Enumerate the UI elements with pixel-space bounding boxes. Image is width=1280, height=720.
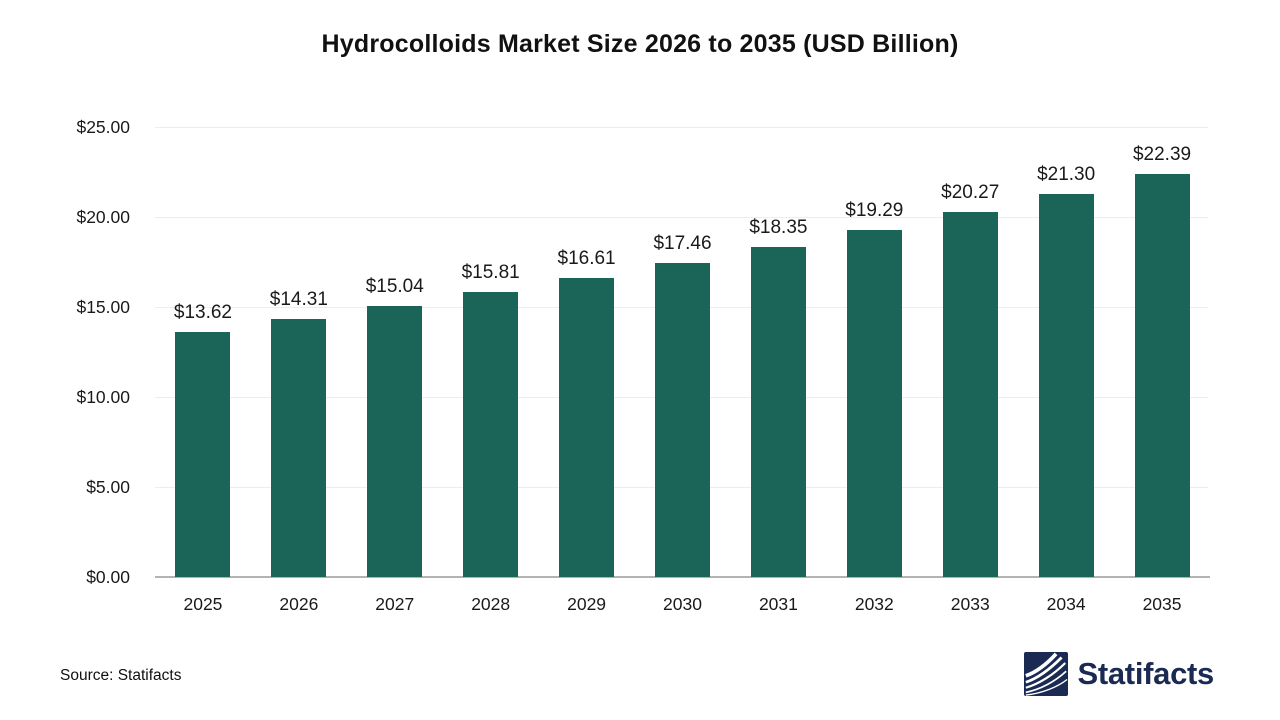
bar-2031: [750, 246, 806, 577]
bar-2026: [271, 319, 327, 577]
bar-value-label: $22.39: [1132, 143, 1192, 165]
brand-name: Statifacts: [1077, 656, 1214, 691]
statifacts-logo-icon: [1024, 652, 1069, 696]
x-tick-label: 2035: [1142, 594, 1182, 614]
bar-value-label: $13.62: [173, 301, 233, 323]
bar-2027: [367, 306, 423, 577]
x-tick-label: 2033: [950, 594, 990, 614]
y-tick-label: $5.00: [86, 477, 130, 497]
gridline: [155, 216, 1208, 218]
y-tick-label: $0.00: [86, 567, 130, 587]
y-tick-label: $20.00: [76, 207, 130, 227]
bar-2033: [942, 212, 998, 577]
x-tick-label: 2026: [279, 594, 319, 614]
x-tick-label: 2032: [854, 594, 894, 614]
bar-value-label: $18.35: [749, 216, 808, 238]
x-tick-label: 2025: [183, 594, 223, 614]
gridline: [155, 126, 1208, 128]
bar-2028: [463, 292, 519, 577]
bar-value-label: $17.46: [653, 232, 712, 254]
bar-value-label: $14.31: [269, 289, 328, 311]
bar-2034: [1038, 193, 1094, 577]
bar-2025: [175, 331, 231, 577]
source-note: Source: Statifacts: [60, 667, 182, 684]
bar-value-label: $20.27: [941, 182, 1000, 204]
bar-value-label: $21.30: [1037, 163, 1096, 185]
bar-value-label: $19.29: [845, 199, 904, 221]
bar-value-label: $15.81: [461, 262, 520, 284]
y-tick-label: $15.00: [76, 297, 130, 317]
bar-value-label: $16.61: [557, 248, 616, 270]
bar-value-label: $15.04: [365, 276, 424, 298]
y-tick-label: $10.00: [76, 387, 130, 407]
bar-2035: [1134, 173, 1190, 577]
bar-2030: [655, 262, 710, 577]
x-tick-label: 2028: [471, 594, 511, 614]
x-tick-label: 2031: [758, 594, 798, 614]
bar-2032: [846, 229, 902, 577]
x-axis-line: [155, 576, 1210, 578]
x-tick-label: 2030: [663, 594, 702, 614]
x-tick-label: 2027: [375, 594, 415, 614]
x-tick-label: 2034: [1046, 594, 1086, 614]
brand-logo: Statifacts: [1024, 651, 1214, 697]
x-tick-label: 2029: [567, 594, 607, 614]
chart-title: Hydrocolloids Market Size 2026 to 2035 (…: [321, 30, 959, 58]
bar-2029: [559, 278, 615, 577]
y-tick-label: $25.00: [76, 117, 130, 137]
